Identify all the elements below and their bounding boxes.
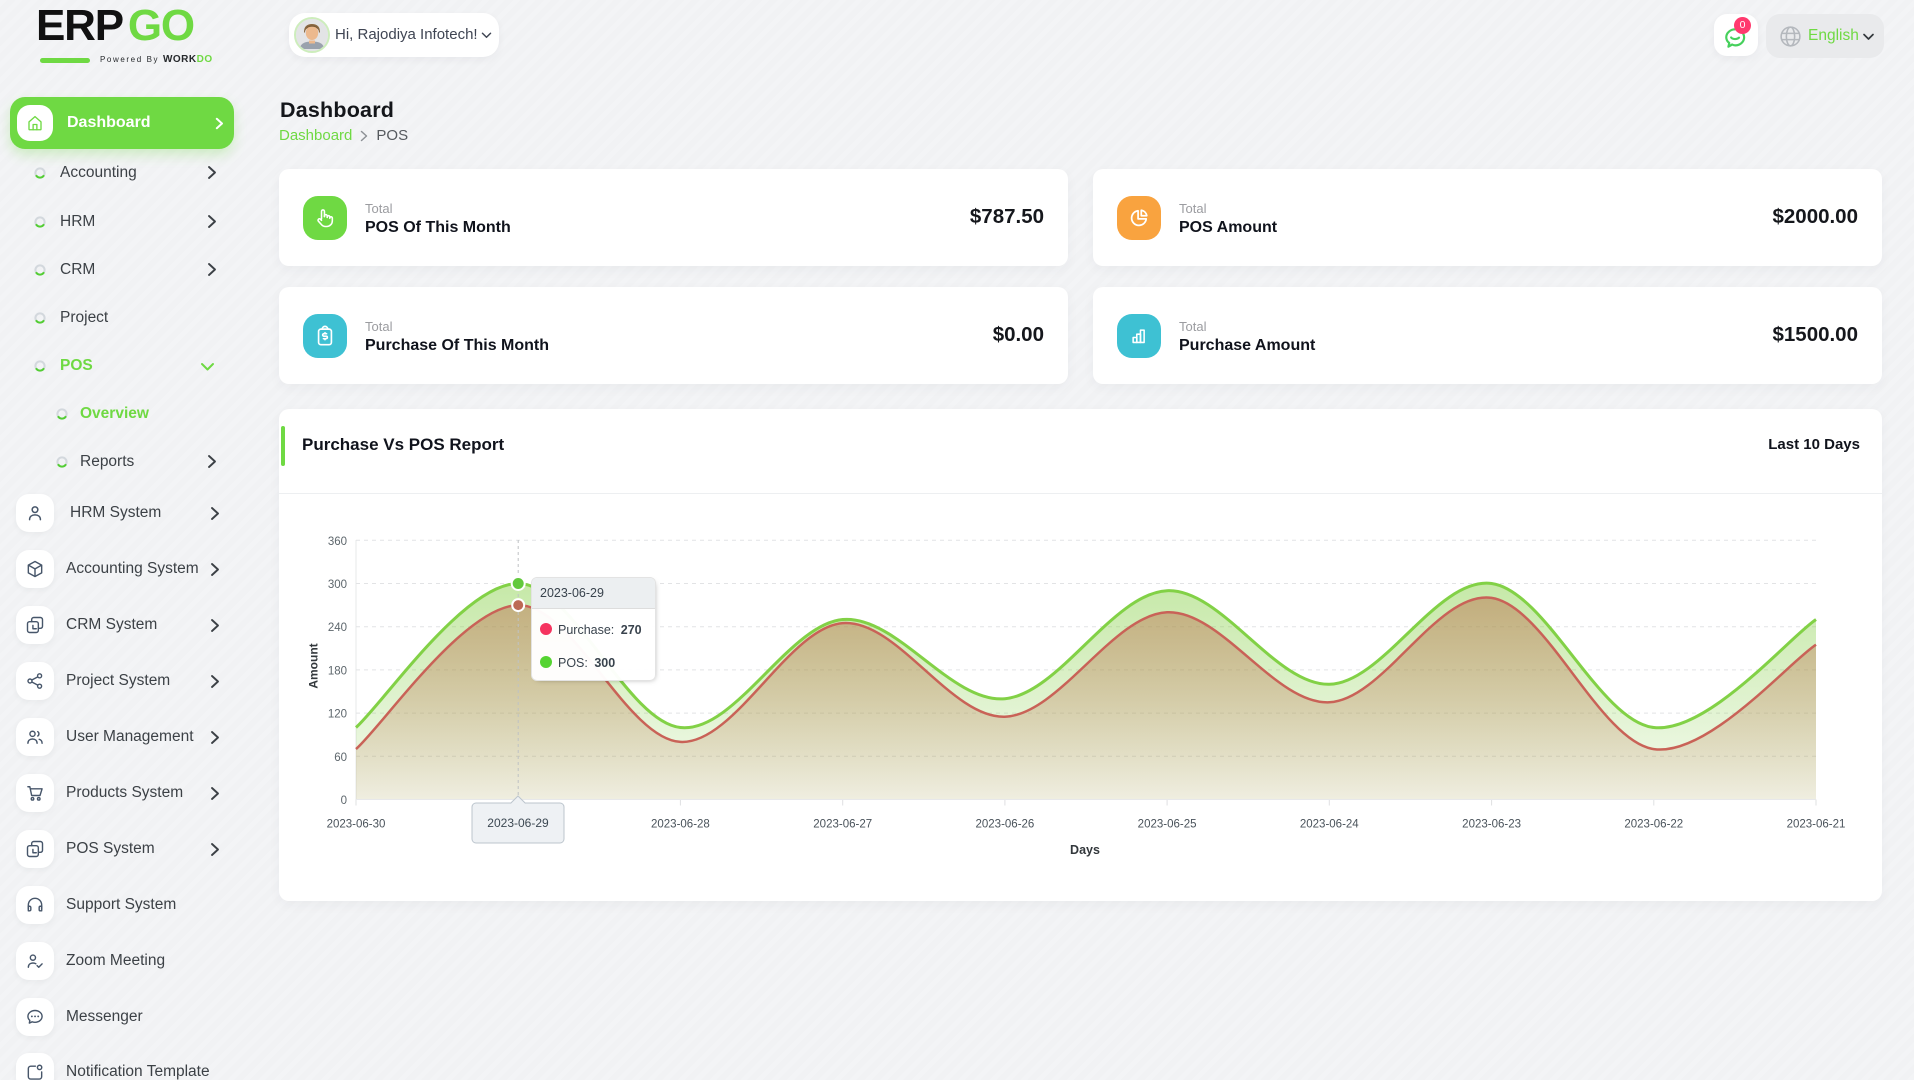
svg-text:180: 180 bbox=[328, 665, 347, 677]
svg-text:2023-06-26: 2023-06-26 bbox=[975, 819, 1034, 831]
svg-text:60: 60 bbox=[334, 752, 347, 764]
svg-text:240: 240 bbox=[328, 622, 347, 634]
svg-text:2023-06-21: 2023-06-21 bbox=[1787, 819, 1846, 831]
svg-text:0: 0 bbox=[341, 795, 347, 807]
svg-text:2023-06-30: 2023-06-30 bbox=[327, 819, 386, 831]
svg-text:2023-06-29: 2023-06-29 bbox=[487, 816, 549, 830]
svg-text:2023-06-27: 2023-06-27 bbox=[813, 819, 872, 831]
svg-text:2023-06-23: 2023-06-23 bbox=[1462, 819, 1521, 831]
svg-text:120: 120 bbox=[328, 709, 347, 721]
svg-text:300: 300 bbox=[328, 579, 347, 591]
svg-text:2023-06-28: 2023-06-28 bbox=[651, 819, 710, 831]
svg-text:360: 360 bbox=[328, 536, 347, 548]
svg-text:Amount: Amount bbox=[307, 643, 321, 688]
svg-text:2023-06-24: 2023-06-24 bbox=[1300, 819, 1359, 831]
svg-text:2023-06-25: 2023-06-25 bbox=[1138, 819, 1197, 831]
svg-text:Days: Days bbox=[1070, 843, 1100, 857]
svg-text:2023-06-22: 2023-06-22 bbox=[1624, 819, 1683, 831]
